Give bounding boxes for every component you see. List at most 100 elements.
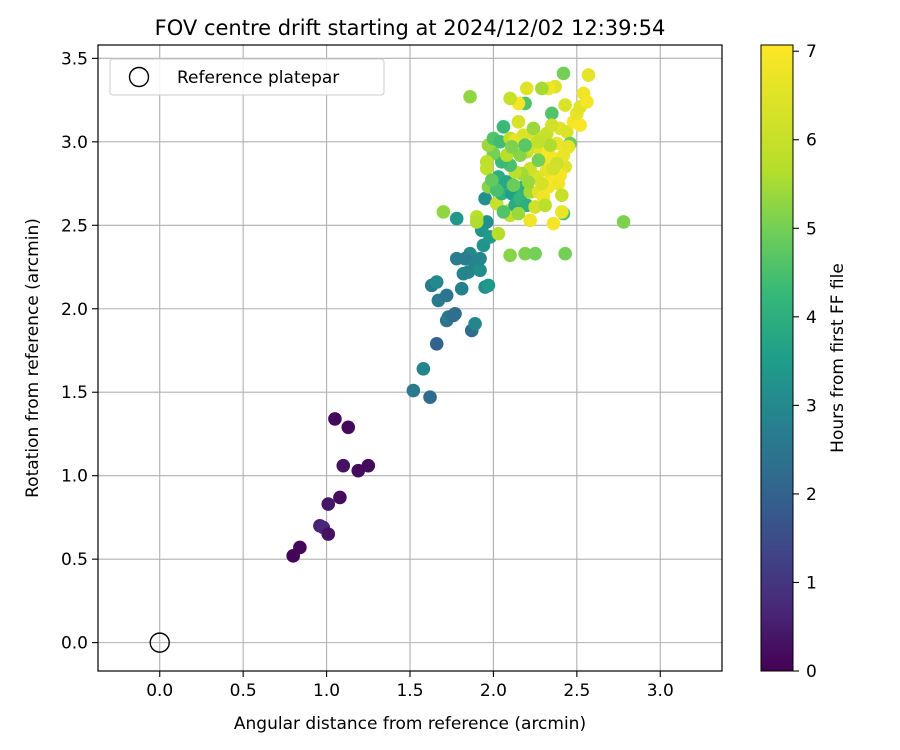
data-point <box>503 91 517 106</box>
x-axis-label: Angular distance from reference (arcmin) <box>234 714 586 734</box>
grid-lines <box>98 45 722 671</box>
data-point <box>479 161 494 176</box>
data-point <box>581 68 596 82</box>
data-point <box>429 275 444 289</box>
data-point <box>416 362 431 376</box>
legend: Reference platepar <box>109 58 385 96</box>
y-tick-label: 2.0 <box>61 300 88 320</box>
legend-marker-icon <box>128 66 150 88</box>
colorbar-tick-label: 2 <box>806 485 817 505</box>
data-point <box>538 198 552 213</box>
data-point <box>406 383 421 398</box>
y-tick-label: 2.5 <box>61 216 88 236</box>
colorbar-ticks: 0 1 2 3 4 5 6 7 <box>793 42 817 682</box>
data-point <box>489 183 504 198</box>
x-tick-label: 0.5 <box>230 681 257 701</box>
data-point <box>473 251 487 266</box>
y-tick-label: 0.0 <box>61 634 88 654</box>
data-point <box>558 246 572 261</box>
data-point <box>521 175 536 189</box>
data-point <box>333 490 347 505</box>
data-point <box>555 188 569 203</box>
data-point <box>556 66 571 81</box>
data-point <box>479 215 494 229</box>
data-point <box>448 306 462 321</box>
legend-box <box>109 58 385 96</box>
data-point <box>496 119 511 134</box>
x-tick-label: 1.0 <box>313 681 340 701</box>
colorbar-tick-label: 5 <box>806 219 817 239</box>
data-point <box>531 135 546 149</box>
data-point <box>506 178 521 193</box>
x-tick-label: 2.5 <box>563 681 590 701</box>
data-point <box>555 205 569 219</box>
data-point <box>436 205 451 219</box>
colorbar-tick-label: 3 <box>806 396 817 416</box>
y-tick-label: 0.5 <box>61 550 88 570</box>
data-point <box>496 205 511 219</box>
data-point <box>558 98 572 112</box>
colorbar: 0 1 2 3 4 5 6 7 Hours from first FF file <box>760 42 848 682</box>
x-tick-label: 3.0 <box>647 681 674 701</box>
data-point <box>513 148 527 162</box>
data-point <box>616 215 631 229</box>
data-point <box>321 497 336 511</box>
data-point <box>469 215 484 229</box>
data-point <box>293 540 307 555</box>
data-point <box>484 173 499 188</box>
data-point <box>511 114 526 129</box>
data-point <box>321 527 336 541</box>
reference-marker <box>149 632 170 653</box>
data-point <box>351 463 366 478</box>
data-point <box>439 288 454 303</box>
data-point <box>560 125 574 139</box>
data-point <box>580 94 594 109</box>
data-point <box>523 213 537 228</box>
data-point <box>481 278 496 293</box>
data-point <box>518 138 532 152</box>
data-points <box>286 66 631 563</box>
y-tick-label: 3.0 <box>61 133 88 153</box>
data-point <box>336 458 351 473</box>
chart-title: FOV centre drift starting at 2024/12/02 … <box>155 16 666 40</box>
data-point <box>519 81 534 96</box>
data-point <box>535 176 549 191</box>
x-tick-label: 1.5 <box>396 681 423 701</box>
data-point <box>361 458 376 473</box>
data-point <box>543 138 557 152</box>
data-point <box>528 200 542 214</box>
data-point <box>473 263 487 278</box>
colorbar-label: Hours from first FF file <box>828 263 848 453</box>
colorbar-tick-label: 6 <box>806 131 817 151</box>
x-tick-label: 0.0 <box>146 681 173 701</box>
data-point <box>545 106 559 121</box>
data-point <box>545 118 559 132</box>
data-point <box>468 316 482 331</box>
data-point <box>429 337 444 351</box>
data-point <box>463 89 477 104</box>
data-point <box>516 128 531 142</box>
colorbar-gradient <box>760 44 794 672</box>
data-point <box>328 412 342 426</box>
y-axis-label: Rotation from reference (arcmin) <box>23 218 43 498</box>
y-tick-label: 3.5 <box>61 49 88 69</box>
data-point <box>573 118 587 132</box>
data-point <box>546 161 561 176</box>
data-point <box>458 251 472 266</box>
data-point <box>518 246 532 261</box>
data-point <box>526 121 541 136</box>
data-point <box>491 226 506 241</box>
colorbar-tick-label: 1 <box>806 573 817 593</box>
data-point <box>454 281 469 296</box>
data-point <box>535 81 549 96</box>
y-tick-label: 1.0 <box>61 467 88 487</box>
legend-label: Reference platepar <box>177 68 339 88</box>
data-point <box>546 216 561 231</box>
data-point <box>423 390 437 405</box>
colorbar-tick-label: 0 <box>806 662 817 682</box>
data-point <box>449 211 464 226</box>
data-point <box>341 420 356 435</box>
y-axis-ticks: 0.0 0.5 1.0 1.5 2.0 2.5 3.0 3.5 <box>61 49 98 654</box>
data-point <box>531 153 546 167</box>
